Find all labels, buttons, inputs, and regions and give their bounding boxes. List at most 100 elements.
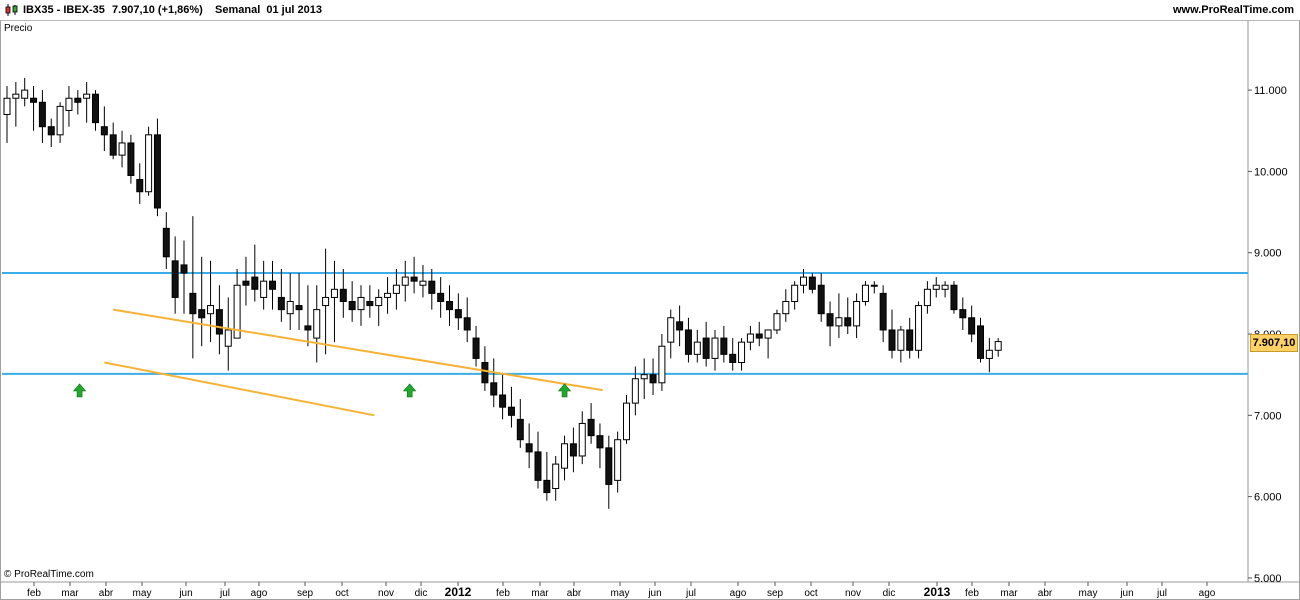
x-tick-label: nov xyxy=(378,588,394,599)
candle-body xyxy=(649,374,657,384)
candle-body xyxy=(569,443,577,457)
candle-body xyxy=(30,97,38,103)
candle-body xyxy=(375,296,383,307)
up-arrow-icon xyxy=(557,383,572,398)
candle-body xyxy=(959,309,967,319)
trend-channel-line xyxy=(104,361,375,417)
x-tick-label: jul xyxy=(685,588,696,599)
candle-body xyxy=(472,337,480,359)
candle-body xyxy=(861,284,869,303)
candle-body xyxy=(587,418,595,437)
candle-body xyxy=(711,337,719,359)
candle-body xyxy=(578,422,586,457)
x-tick-label: jun xyxy=(647,588,661,599)
candle-body xyxy=(870,284,878,287)
candle-body xyxy=(534,451,542,481)
candle-body xyxy=(384,292,392,298)
candle-body xyxy=(800,276,807,286)
candle-body xyxy=(693,341,701,355)
candle-body xyxy=(702,337,710,359)
x-tick-label: feb xyxy=(965,588,979,599)
candle-body xyxy=(339,288,347,303)
x-tick-label: mar xyxy=(61,588,79,599)
candle-body xyxy=(968,317,976,335)
candle-body xyxy=(463,317,471,331)
candle-body xyxy=(357,296,365,311)
candle-body xyxy=(392,284,400,294)
candle-body xyxy=(437,292,445,303)
candle-body xyxy=(640,374,648,380)
candle-body xyxy=(932,284,940,290)
candle-body xyxy=(162,227,170,258)
last-price-badge: 7.907,10 xyxy=(1250,334,1298,352)
x-tick-label: nov xyxy=(845,588,861,599)
candle-body xyxy=(950,284,958,311)
x-tick-label: oct xyxy=(804,588,818,599)
candle-body xyxy=(198,309,206,319)
y-tick-label: 9.000 xyxy=(1254,248,1282,260)
trend-channel-line xyxy=(113,308,603,392)
candle-body xyxy=(552,463,560,490)
y-tick-label: 10.000 xyxy=(1254,166,1288,178)
x-tick-label: dic xyxy=(415,588,428,599)
candle-body xyxy=(941,284,949,290)
candle-body xyxy=(313,309,321,339)
candle-body xyxy=(118,142,126,156)
x-tick-label: sep xyxy=(297,588,314,599)
candle-body xyxy=(83,93,91,99)
x-tick-label: abr xyxy=(99,588,114,599)
candle-body xyxy=(614,439,622,481)
x-tick-label: feb xyxy=(27,588,41,599)
candle-body xyxy=(561,443,569,469)
candle-body xyxy=(853,301,861,327)
candle-body xyxy=(109,134,117,156)
candle-body xyxy=(826,313,834,327)
candle-body xyxy=(720,337,728,355)
x-tick-label: mar xyxy=(1000,588,1018,599)
candle-body xyxy=(481,361,489,384)
candle-body xyxy=(791,284,799,303)
candle-body xyxy=(658,345,666,384)
candle-body xyxy=(242,280,250,286)
candle-body xyxy=(3,97,11,115)
x-tick-label: 2012 xyxy=(445,585,472,599)
candle-body xyxy=(817,284,825,315)
candle-body xyxy=(330,288,338,298)
candle-body xyxy=(401,276,409,286)
candle-body xyxy=(428,280,436,294)
candle-body xyxy=(215,309,223,335)
candle-body xyxy=(906,329,914,351)
candle-body xyxy=(525,443,533,453)
x-tick-label: abr xyxy=(1038,588,1053,599)
candle-body xyxy=(516,418,524,441)
x-tick-label: may xyxy=(133,588,152,599)
candle-body xyxy=(180,264,188,274)
candle-body xyxy=(729,353,737,363)
candle-body xyxy=(233,284,241,339)
candle-body xyxy=(897,329,905,351)
candle-body xyxy=(47,126,55,136)
website-link[interactable]: www.ProRealTime.com xyxy=(1172,4,1294,16)
candle-body xyxy=(224,329,232,347)
candle-body xyxy=(127,142,135,176)
x-tick-label: sep xyxy=(767,588,784,599)
candle-body xyxy=(446,301,453,311)
candle-body xyxy=(684,329,692,355)
candle-body xyxy=(596,435,604,449)
candle-body xyxy=(623,402,630,441)
candle-body xyxy=(171,260,179,298)
candle-body xyxy=(56,105,64,136)
y-tick-label: 6.000 xyxy=(1254,492,1282,504)
x-tick-label: jun xyxy=(1119,588,1133,599)
candle-body xyxy=(994,341,1002,351)
candle-body xyxy=(605,447,613,485)
y-tick-label: 5.000 xyxy=(1254,573,1282,585)
candle-body xyxy=(490,382,498,396)
candle-body xyxy=(499,394,507,408)
candle-body xyxy=(189,292,197,315)
period-label: Semanal 01 jul 2013 xyxy=(215,4,323,16)
y-tick-label: 11.000 xyxy=(1254,85,1287,97)
candle-body xyxy=(74,97,82,103)
candle-body xyxy=(21,89,29,99)
